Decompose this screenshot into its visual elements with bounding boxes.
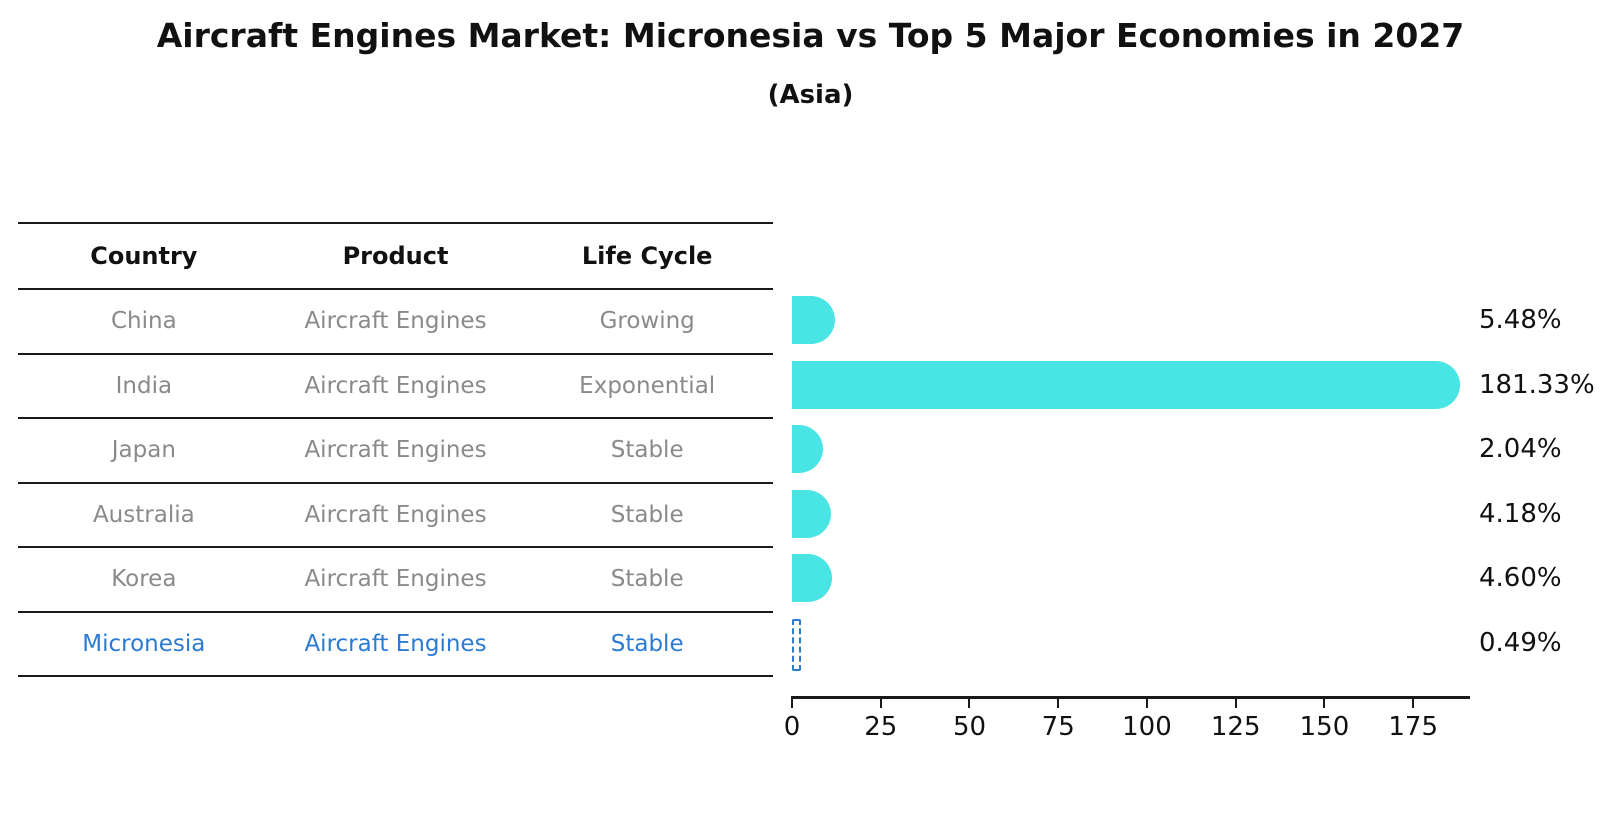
- chart-title: Aircraft Engines Market: Micronesia vs T…: [156, 16, 1465, 55]
- bar-china: [792, 296, 836, 345]
- table-cell-country: India: [115, 372, 173, 399]
- x-axis-tick: [1145, 696, 1148, 708]
- x-axis-tick: [879, 696, 882, 708]
- value-label-india: 181.33%: [1479, 369, 1595, 400]
- x-axis-tick: [791, 696, 793, 708]
- table-cell-product: Aircraft Engines: [304, 437, 487, 464]
- table-row: Australia Aircraft Engines Stable: [18, 484, 773, 548]
- bar-india: [792, 360, 1460, 409]
- table-cell-lifecycle: Stable: [610, 630, 684, 657]
- table-cell-lifecycle: Growing: [599, 308, 695, 335]
- x-axis-tick: [1412, 696, 1415, 708]
- table-row: China Aircraft Engines Growing: [18, 290, 773, 355]
- table-row: Micronesia Aircraft Engines Stable: [18, 613, 773, 677]
- table-cell-country: China: [110, 308, 177, 335]
- table-cell-country: Australia: [92, 501, 195, 528]
- table-cell-lifecycle: Exponential: [579, 372, 716, 399]
- table-header-row: Country Product Life Cycle: [18, 224, 773, 290]
- table-row: Japan Aircraft Engines Stable: [18, 419, 773, 484]
- table-cell-product: Aircraft Engines: [304, 501, 487, 528]
- value-label-australia: 4.18%: [1479, 498, 1562, 529]
- x-axis-tick: [968, 696, 971, 708]
- table-cell-product: Aircraft Engines: [304, 566, 487, 593]
- bar-australia: [792, 489, 831, 538]
- x-axis-tick-label: 100: [1122, 712, 1172, 742]
- table-header-lifecycle: Life Cycle: [581, 242, 713, 270]
- value-label-japan: 2.04%: [1479, 434, 1562, 465]
- x-axis-tick: [1234, 696, 1237, 708]
- x-axis-tick-label: 50: [952, 712, 987, 742]
- table-cell-lifecycle: Stable: [610, 437, 684, 464]
- x-axis-tick: [1057, 696, 1060, 708]
- x-axis-tick-label: 0: [783, 712, 801, 742]
- table-row: Korea Aircraft Engines Stable: [18, 548, 773, 613]
- table-cell-product: Aircraft Engines: [304, 630, 487, 657]
- bar-japan: [792, 425, 824, 474]
- value-label-korea: 4.60%: [1479, 563, 1562, 594]
- x-axis-tick: [1323, 696, 1326, 708]
- x-axis-tick-label: 150: [1299, 712, 1350, 742]
- table-row: India Aircraft Engines Exponential: [18, 355, 773, 419]
- table-cell-country: Micronesia: [82, 630, 206, 657]
- comparison-table: Country Product Life Cycle China Aircraft…: [18, 222, 773, 677]
- bar-korea: [792, 554, 833, 603]
- table-cell-country: Japan: [111, 437, 176, 464]
- x-axis-tick-label: 125: [1210, 712, 1261, 742]
- table-body: China Aircraft Engines Growing India Aircraf…: [18, 290, 773, 677]
- table-cell-country: Korea: [111, 566, 177, 593]
- chart-subtitle: (Asia): [767, 80, 854, 110]
- x-axis-tick-label: 25: [864, 712, 898, 742]
- table-cell-lifecycle: Stable: [610, 566, 684, 593]
- table-header-product: Product: [342, 242, 449, 270]
- bar-highlight-micronesia: [792, 618, 801, 671]
- x-axis-tick-label: 75: [1041, 712, 1075, 742]
- table-cell-product: Aircraft Engines: [304, 308, 487, 335]
- table-header-country: Country: [90, 242, 198, 270]
- x-axis-tick-label: 175: [1388, 712, 1439, 742]
- table-cell-product: Aircraft Engines: [304, 372, 487, 399]
- table-cell-lifecycle: Stable: [610, 501, 684, 528]
- x-axis-line: [792, 696, 1470, 699]
- value-label-micronesia: 0.49%: [1479, 627, 1562, 658]
- value-label-china: 5.48%: [1479, 305, 1562, 336]
